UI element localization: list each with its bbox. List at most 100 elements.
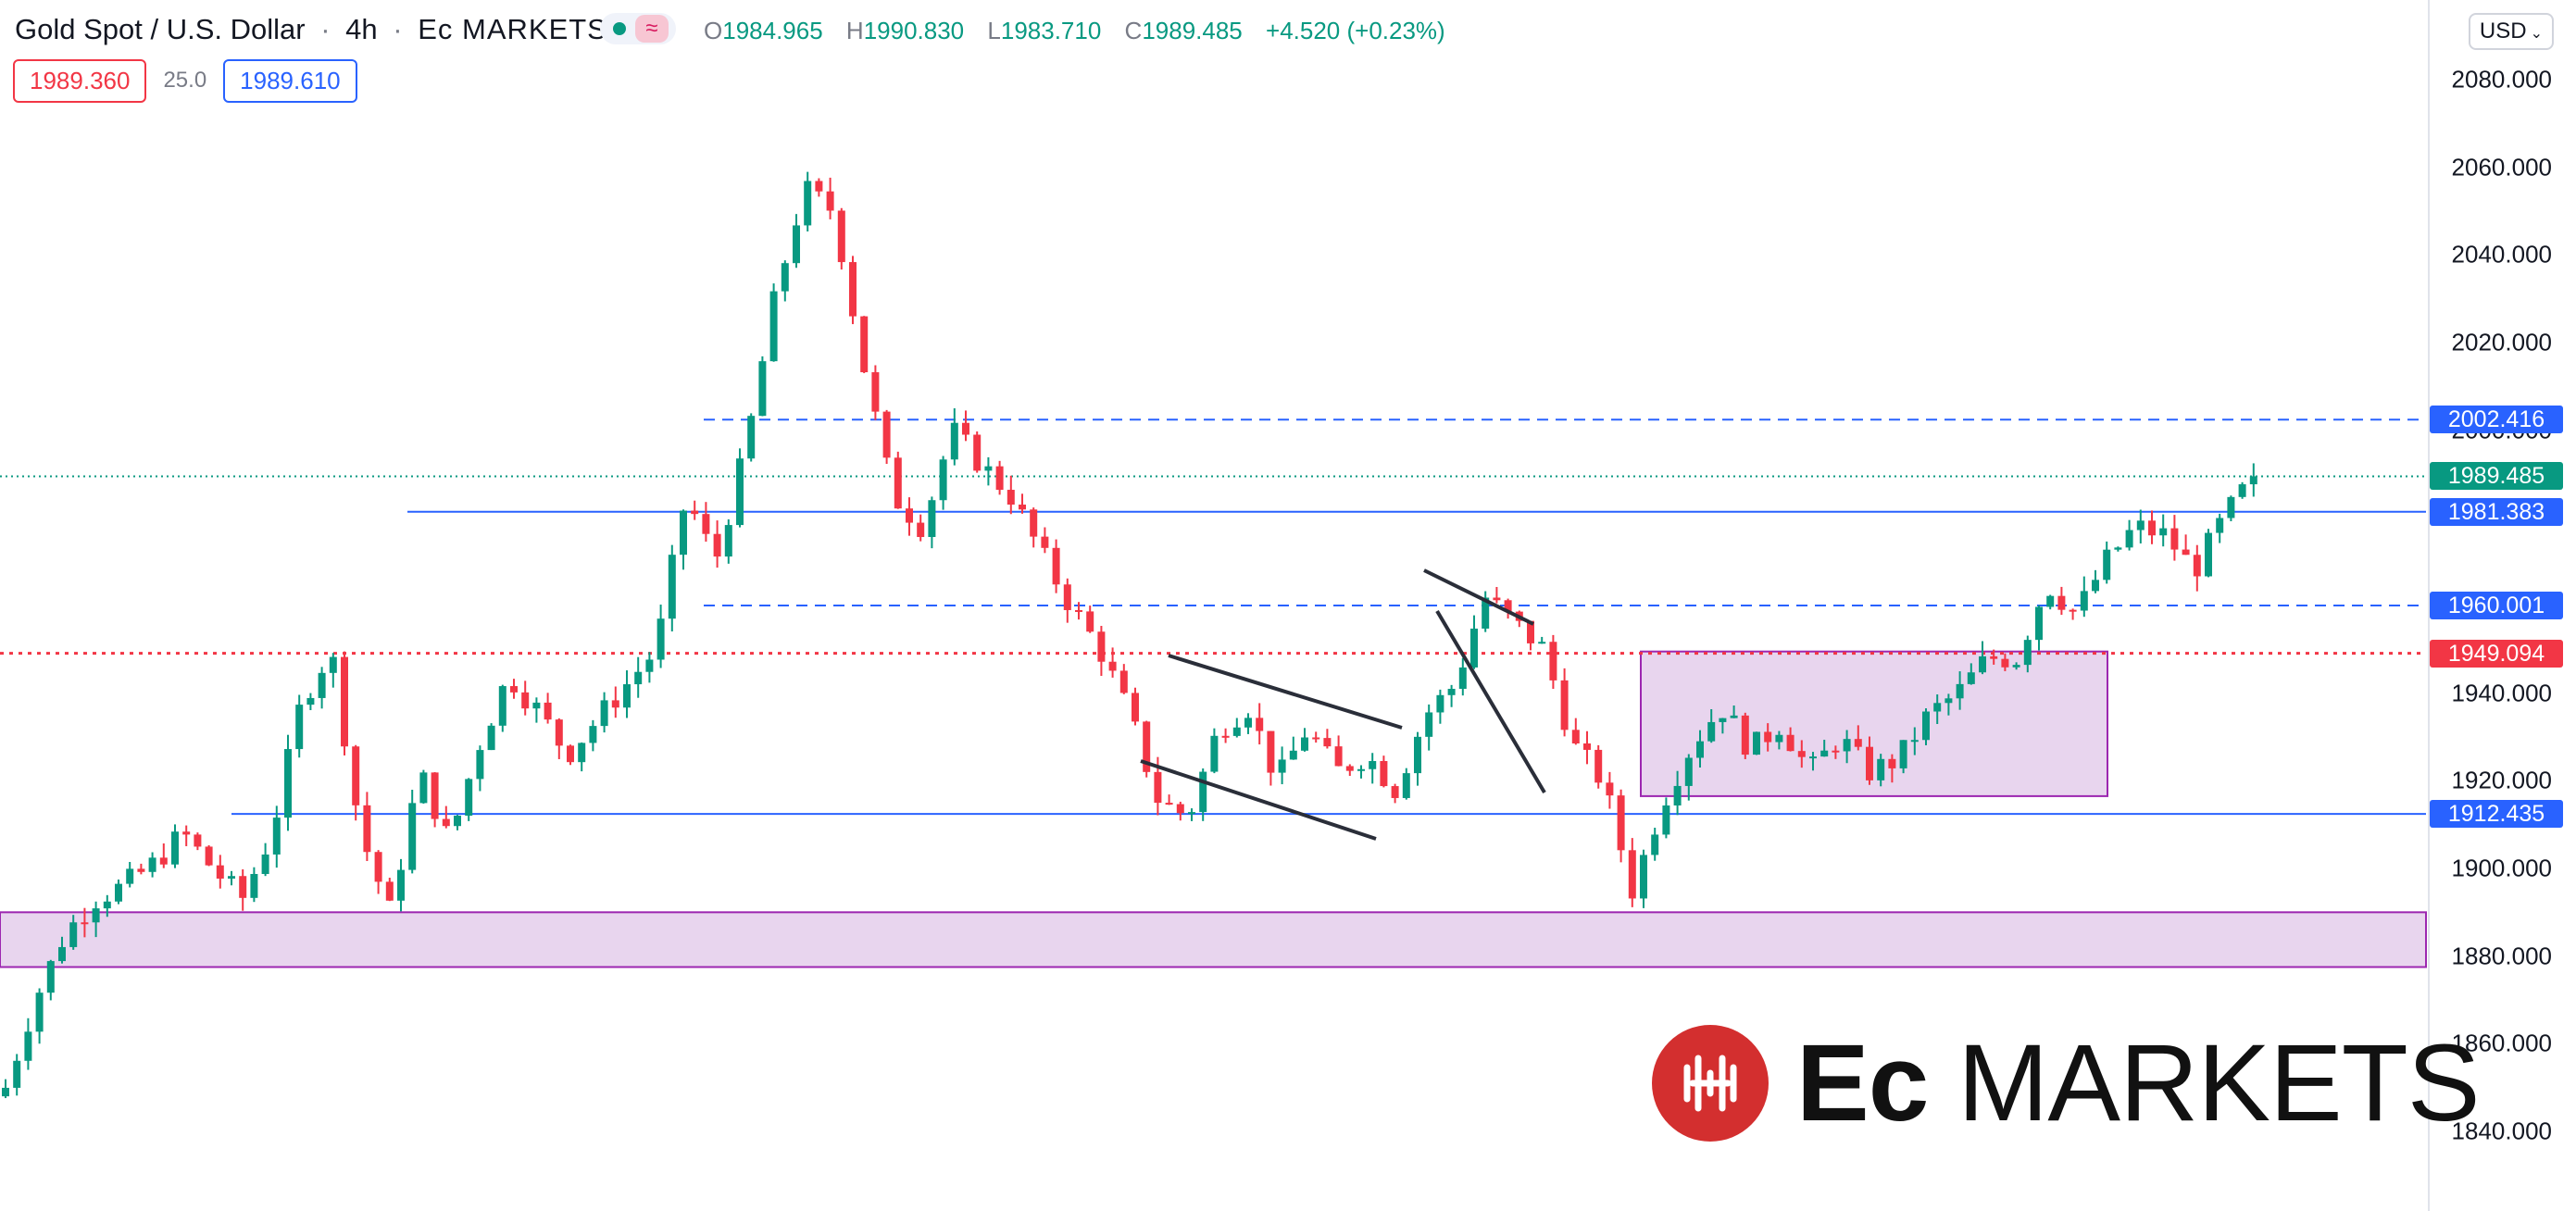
- candle-body: [2249, 476, 2257, 485]
- candle-body: [544, 702, 552, 720]
- price-level-label[interactable]: 1981.383: [2430, 497, 2563, 526]
- candle-body: [1696, 741, 1704, 758]
- candle-body: [1832, 750, 1840, 753]
- candle-body: [1052, 547, 1060, 585]
- candle-body: [1030, 509, 1038, 537]
- price-level-label[interactable]: 2002.416: [2430, 406, 2563, 434]
- candle-body: [567, 745, 574, 763]
- candle-body: [1979, 655, 1986, 673]
- candle-body: [1289, 750, 1297, 760]
- high-label: H: [845, 17, 864, 44]
- candle-body: [724, 525, 732, 557]
- candle-body: [1278, 759, 1286, 773]
- price-tick-label: 2060.000: [2451, 153, 2552, 181]
- candle-body: [352, 746, 360, 805]
- candle-body: [1560, 680, 1569, 730]
- currency-selector[interactable]: USD ⌄: [2468, 13, 2554, 50]
- candle-body: [205, 846, 213, 866]
- logo-text-regular: MARKETS: [1957, 1022, 2480, 1144]
- candle-body: [1301, 737, 1308, 751]
- ohlc-values: O1984.965 H1990.830 L1983.710 C1989.485 …: [704, 17, 1445, 45]
- candle-body: [1843, 739, 1851, 752]
- wave-icon: ≈: [635, 15, 669, 43]
- candle-body: [984, 466, 993, 471]
- candle-body: [261, 854, 269, 874]
- high-value: 1990.830: [863, 17, 965, 44]
- candle-body: [1119, 670, 1128, 693]
- candle-body: [1673, 785, 1682, 805]
- candle-body: [2, 1087, 9, 1097]
- candle-body: [917, 522, 925, 538]
- candle-body: [804, 181, 812, 226]
- candle-body: [1041, 536, 1049, 548]
- candle-body: [2205, 532, 2212, 577]
- price-level-label[interactable]: 1960.001: [2430, 591, 2563, 619]
- candle-body: [1854, 739, 1862, 747]
- candle-body: [1493, 597, 1501, 601]
- chevron-down-icon: ⌄: [2530, 26, 2543, 42]
- candle-body: [454, 815, 461, 827]
- candle-body: [1594, 749, 1603, 783]
- price-level-label[interactable]: 1912.435: [2430, 800, 2563, 829]
- candle-body: [939, 459, 947, 501]
- candle-body: [1956, 683, 1964, 699]
- candle-body: [1910, 740, 1919, 743]
- candle-body: [1154, 771, 1162, 804]
- candle-body: [2069, 609, 2077, 612]
- candle-body: [284, 749, 292, 818]
- symbol-info[interactable]: Gold Spot / U.S. Dollar · 4h · Ec MARKET…: [15, 13, 607, 46]
- candle-body: [1741, 715, 1749, 755]
- candle-body: [1538, 642, 1546, 644]
- candle-body: [747, 416, 756, 459]
- candle-body: [1866, 746, 1873, 780]
- interval-label[interactable]: 4h: [345, 13, 378, 45]
- candle-body: [126, 868, 134, 884]
- candle-body: [1571, 730, 1580, 743]
- candle-body: [1640, 855, 1647, 899]
- candle-body: [2238, 484, 2246, 497]
- candle-body: [498, 686, 506, 726]
- candle-body: [1730, 715, 1738, 718]
- candle-body: [103, 901, 111, 909]
- candle-body: [1764, 731, 1772, 743]
- candle-body: [1369, 761, 1377, 769]
- market-open-dot-icon: [613, 22, 626, 35]
- open-label: O: [704, 17, 723, 44]
- candle-body: [849, 262, 857, 317]
- candle-body: [1482, 597, 1490, 629]
- candle-body: [2023, 640, 2032, 666]
- candle-body: [442, 818, 450, 827]
- candle-body: [194, 834, 202, 847]
- candle-body: [1662, 805, 1670, 835]
- buy-button[interactable]: 1989.610: [223, 58, 357, 103]
- market-status[interactable]: ≈: [600, 13, 676, 44]
- trendline: [1168, 654, 1403, 730]
- candle-body: [306, 697, 315, 705]
- candle-body: [1786, 734, 1794, 752]
- candle-body: [148, 857, 156, 872]
- candle-body: [1256, 718, 1264, 731]
- candle-body: [1108, 661, 1117, 671]
- candle-body: [600, 700, 608, 727]
- candle-body: [928, 500, 936, 538]
- candle-body: [1097, 631, 1106, 662]
- candle-body: [578, 743, 586, 763]
- symbol-name[interactable]: Gold Spot / U.S. Dollar: [15, 13, 306, 45]
- candle-body: [1312, 737, 1320, 740]
- candle-body: [1651, 834, 1659, 855]
- candle-body: [645, 659, 654, 672]
- price-level-label[interactable]: 1989.485: [2430, 462, 2563, 491]
- candle-body: [1323, 738, 1332, 747]
- candle-body: [341, 656, 348, 747]
- candle-body: [1165, 803, 1173, 805]
- candle-body: [1345, 766, 1354, 771]
- sell-button[interactable]: 1989.360: [13, 58, 147, 103]
- price-level-label[interactable]: 1949.094: [2430, 639, 2563, 668]
- candle-body: [35, 993, 44, 1032]
- price-tick-label: 2020.000: [2451, 328, 2552, 356]
- candle-body: [363, 805, 371, 853]
- candle-body: [2092, 580, 2099, 592]
- candle-body: [137, 868, 145, 872]
- candle-body: [1132, 693, 1139, 722]
